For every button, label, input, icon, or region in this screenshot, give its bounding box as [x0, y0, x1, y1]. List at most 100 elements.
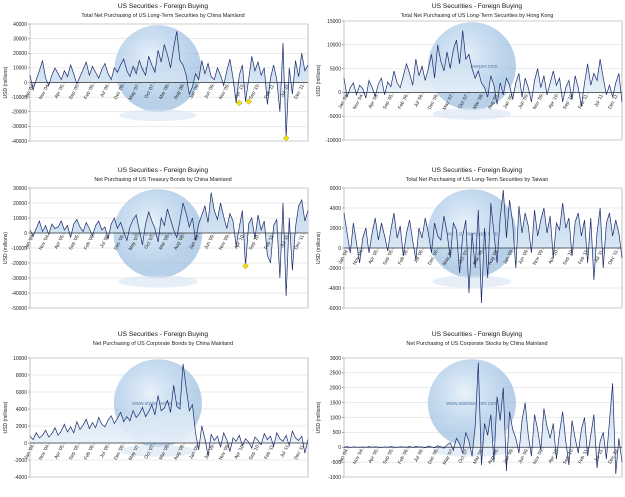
y-tick-label: -6000 [328, 306, 341, 312]
y-tick-label: 8000 [16, 373, 27, 379]
y-tick-label: 10000 [13, 216, 27, 222]
series-area [344, 190, 622, 303]
chart-svg: US Securities - Foreign Buying Total Net … [3, 3, 309, 145]
x-tick-label: Jul '06 [413, 448, 425, 463]
x-tick-label: Jul '11 [279, 83, 291, 98]
chart-title: US Securities - Foreign Buying [432, 331, 522, 338]
y-tick-label: 5000 [330, 66, 341, 72]
chart-subtitle: Net Purchasing of US Corporate Bonds by … [93, 341, 233, 347]
chart-subtitle: Net Purchasing of US Treasury Bonds by C… [94, 177, 231, 183]
series-area [344, 30, 622, 107]
y-tick-label: 0 [24, 441, 27, 447]
chart-title: US Securities - Foreign Buying [118, 3, 208, 10]
y-tick-label: 30000 [13, 186, 27, 192]
x-tick-label: Jul '11 [593, 93, 605, 108]
y-axis-label: USD (millions) [3, 401, 9, 433]
y-tick-label: -30000 [11, 276, 27, 282]
y-tick-label: 4000 [330, 206, 341, 212]
chart-svg: US Securities - Foreign Buying Total Net … [316, 3, 623, 144]
y-axis-label: USD (millions) [316, 401, 322, 433]
chart-subtitle: Total Net Purchasing of US Long-Term Sec… [401, 13, 554, 19]
chart-title: US Securities - Foreign Buying [118, 331, 208, 338]
y-tick-label: 20000 [13, 201, 27, 207]
y-tick-label: 6000 [16, 390, 27, 396]
y-tick-label: -500 [331, 460, 341, 466]
chart-title: US Securities - Foreign Buying [432, 167, 522, 174]
y-tick-label: 2000 [330, 386, 341, 392]
x-tick-label: Jul '11 [279, 234, 291, 249]
watermark-globe [427, 359, 516, 448]
watermark-shadow [432, 107, 512, 120]
y-tick-label: -4000 [328, 286, 341, 292]
y-tick-label: -5000 [328, 114, 341, 120]
y-tick-label: 20000 [13, 51, 27, 57]
y-tick-label: -10000 [11, 246, 27, 252]
y-tick-label: 6000 [330, 186, 341, 192]
x-tick-label: Jul '11 [593, 249, 605, 264]
y-tick-label: 30000 [13, 36, 27, 42]
y-tick-label: 3000 [330, 356, 341, 362]
series-line [343, 362, 623, 475]
y-tick-label: 40000 [13, 22, 27, 28]
y-tick-label: 1000 [330, 415, 341, 421]
chart-title: US Securities - Foreign Buying [432, 3, 522, 10]
series-line [29, 192, 309, 297]
chart-svg: US Securities - Foreign Buying Total Net … [316, 167, 623, 312]
chart-subtitle: Total Net Purchasing of US Long-Term Sec… [406, 177, 549, 183]
y-tick-label: 0 [338, 90, 341, 96]
chart-panel-2: US Securities - Foreign Buying Total Net … [313, 0, 625, 169]
series-line [343, 189, 623, 304]
y-tick-label: -10000 [325, 138, 341, 144]
chart-panel-6: US Securities - Foreign Buying Net Purcha… [313, 328, 625, 497]
y-axis-label: USD (millions) [3, 66, 9, 98]
x-tick-label: Jul '06 [99, 234, 111, 249]
y-tick-label: 2500 [330, 371, 341, 377]
data-marker [242, 262, 249, 270]
y-tick-label: -2000 [14, 458, 27, 464]
series-area [344, 362, 622, 475]
y-tick-label: 0 [24, 231, 27, 237]
series-line [29, 363, 309, 456]
watermark-shadow [118, 444, 198, 457]
series-line [343, 30, 623, 107]
chart-subtitle: Total Net Purchasing of US Long-Term Sec… [81, 13, 244, 19]
y-tick-label: -50000 [11, 306, 27, 312]
chart-svg: US Securities - Foreign Buying Net Purcha… [3, 167, 309, 312]
y-tick-label: -1000 [328, 475, 341, 481]
watermark-text: www.statsweeper.com [446, 401, 497, 407]
y-tick-label: 2000 [330, 226, 341, 232]
data-marker [236, 99, 243, 107]
data-marker [245, 98, 252, 105]
y-tick-label: 10000 [13, 356, 27, 362]
x-tick-label: Jul '11 [279, 444, 291, 459]
y-tick-label: -10000 [11, 95, 27, 101]
data-marker [283, 134, 290, 142]
y-tick-label: -40000 [11, 139, 27, 145]
chart-svg: US Securities - Foreign Buying Net Purcha… [3, 331, 309, 481]
chart-panel-1: US Securities - Foreign Buying Total Net … [0, 0, 312, 169]
y-tick-label: 2000 [16, 424, 27, 430]
y-tick-label: 0 [338, 445, 341, 451]
y-tick-label: -20000 [11, 261, 27, 267]
series-area [30, 363, 308, 456]
y-axis-label: USD (millions) [3, 232, 9, 264]
x-tick-label: Jul '06 [413, 249, 425, 264]
chart-svg: US Securities - Foreign Buying Net Purcha… [316, 331, 623, 481]
y-tick-label: -4000 [14, 475, 27, 481]
y-tick-label: 1500 [330, 400, 341, 406]
watermark-shadow [432, 275, 512, 288]
y-tick-label: -40000 [11, 291, 27, 297]
x-tick-label: Jul '11 [593, 448, 605, 463]
y-tick-label: -30000 [11, 124, 27, 130]
chart-panel-5: US Securities - Foreign Buying Net Purcha… [0, 328, 312, 497]
x-tick-label: Jul '06 [99, 83, 111, 98]
watermark-shadow [119, 109, 197, 122]
y-tick-label: 4000 [16, 407, 27, 413]
y-tick-label: -2000 [328, 266, 341, 272]
y-tick-label: 500 [333, 430, 342, 436]
y-tick-label: 15000 [327, 19, 341, 25]
y-tick-label: -20000 [11, 110, 27, 116]
chart-panel-4: US Securities - Foreign Buying Total Net … [313, 164, 625, 333]
x-tick-label: Jul '06 [413, 93, 425, 108]
